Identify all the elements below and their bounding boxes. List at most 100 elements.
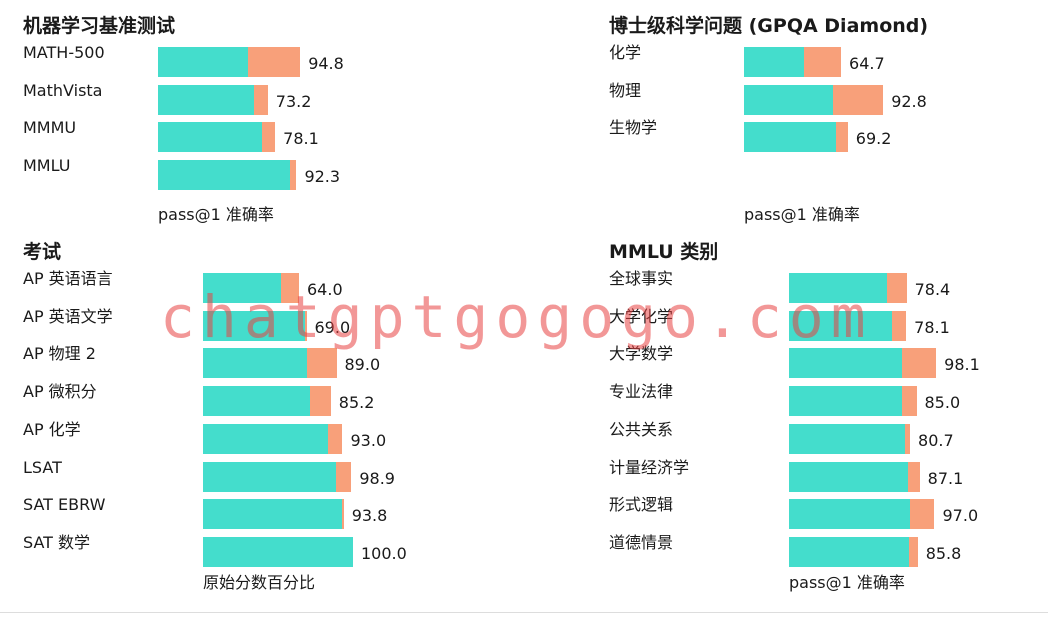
bar-segment-gain [804, 47, 842, 77]
bar-segment-base [203, 273, 281, 303]
bar-segment-base [203, 386, 310, 417]
category-label: MATH-500 [23, 43, 105, 62]
bar-segment-base [789, 273, 888, 303]
value-label: 69.2 [855, 129, 892, 149]
bar-segment-base [203, 423, 329, 454]
bar-segment-base [789, 536, 909, 567]
bar-segment-base [789, 461, 909, 492]
bar-row: 化学 64.7 [609, 43, 1039, 77]
bar-segment-gain [833, 84, 884, 115]
bar-segment-gain [306, 348, 337, 379]
bar-segment-gain [281, 273, 299, 303]
bar-row: 形式逻辑 97.0 [609, 495, 1039, 530]
category-label: 计量经济学 [609, 457, 690, 477]
bar-row: MMMU 78.1 [23, 118, 493, 153]
category-label: 全球事实 [609, 269, 674, 288]
category-label: SAT EBRW [23, 495, 106, 515]
bar-row: 全球事实 78.4 [609, 269, 1039, 303]
bar-segment-gain [248, 47, 301, 77]
bar-segment-gain [908, 461, 920, 492]
value-label: 98.9 [359, 468, 395, 488]
bar-row: SAT EBRW 93.8 [23, 495, 503, 530]
category-label: 生物学 [609, 118, 658, 138]
bar-row: AP 化学 93.0 [23, 420, 503, 454]
bar-segment-base [203, 348, 307, 379]
bar-segment-gain [253, 84, 268, 115]
chart-title: MMLU 类别 [609, 241, 719, 263]
bar-segment-base [203, 310, 305, 341]
bar-row: AP 英语文学 69.0 [23, 307, 503, 341]
category-label: LSAT [23, 457, 62, 477]
category-label: MMMU [23, 118, 77, 138]
bar-segment-base [744, 122, 837, 153]
bar-row: MATH-500 94.8 [23, 43, 493, 77]
value-label: 64.0 [307, 280, 343, 299]
bar-row: 生物学 69.2 [609, 118, 1039, 153]
x-axis-label: pass@1 准确率 [158, 205, 274, 224]
category-label: 专业法律 [609, 382, 674, 402]
bar-row: AP 微积分 85.2 [23, 382, 503, 417]
category-label: SAT 数学 [23, 532, 91, 552]
x-axis-label: 原始分数百分比 [203, 573, 316, 592]
exams-chart: 考试 AP 英语语言 64.0 AP 英语文学 69.0 AP 物理 2 89.0 AP 微… [23, 240, 503, 595]
bar-segment-gain [261, 122, 276, 153]
bar-row: AP 英语语言 64.0 [23, 269, 503, 303]
bar-segment-base [744, 47, 805, 77]
category-label: MathVista [23, 80, 103, 100]
bar-segment-gain [290, 160, 297, 191]
gpqa-diamond-chart: 博士级科学问题 (GPQA Diamond) 化学 64.7 物理 92.8 生物学 69… [609, 14, 1039, 229]
chart-title: 博士级科学问题 (GPQA Diamond) [609, 15, 929, 37]
bar-segment-base [789, 348, 902, 379]
value-label: 93.0 [350, 430, 387, 450]
bar-segment-base [158, 47, 249, 77]
bar-segment-gain [909, 499, 935, 530]
value-label: 98.1 [944, 355, 980, 375]
bar-segment-base [203, 499, 342, 530]
mmlu-categories-chart: MMLU 类别 全球事实 78.4 大学化学 78.1 大学数学 98.1 专业法律 85.0… [609, 240, 1039, 595]
chart-title: 考试 [23, 241, 62, 263]
bar-segment-base [203, 461, 336, 492]
x-axis-label: pass@1 准确率 [789, 573, 905, 592]
value-label: 87.1 [927, 468, 964, 488]
value-label: 80.7 [918, 430, 954, 450]
category-label: 物理 [609, 80, 642, 100]
category-label: 大学化学 [609, 306, 674, 326]
category-label: AP 英语文学 [23, 306, 113, 326]
bar-segment-gain [887, 273, 907, 303]
bar-row: 物理 92.8 [609, 81, 1039, 115]
bar-segment-gain [328, 423, 343, 454]
value-label: 92.3 [304, 167, 341, 187]
value-label: 89.0 [344, 355, 381, 375]
bar-row: LSAT 98.9 [23, 458, 503, 492]
category-label: AP 物理 2 [23, 344, 96, 364]
bar-segment-base [203, 536, 353, 567]
category-label: 道德情景 [609, 532, 674, 552]
bar-segment-gain [305, 310, 307, 341]
value-label: 93.8 [351, 506, 388, 526]
category-label: 大学数学 [609, 344, 674, 364]
bar-segment-base [789, 386, 902, 417]
category-label: 形式逻辑 [609, 495, 674, 515]
bar-row: 道德情景 85.8 [609, 533, 1039, 567]
bar-segment-gain [335, 461, 352, 492]
value-label: 78.4 [914, 280, 951, 299]
bar-segment-gain [901, 386, 917, 417]
bar-segment-base [158, 84, 254, 115]
bar-row: MMLU 92.3 [23, 156, 493, 191]
bar-segment-gain [836, 122, 848, 153]
bar-segment-gain [904, 423, 911, 454]
category-label: 公共关系 [609, 419, 674, 439]
ml-benchmarks-chart: 机器学习基准测试 MATH-500 94.8 MathVista 73.2 MMMU 78… [23, 14, 493, 229]
bar-row: 专业法律 85.0 [609, 382, 1039, 417]
bar-segment-gain [341, 499, 344, 530]
bar-row: 大学数学 98.1 [609, 344, 1039, 379]
bar-row: MathVista 73.2 [23, 81, 493, 115]
value-label: 69.0 [314, 317, 351, 337]
bar-segment-base [789, 499, 910, 530]
bar-row: 大学化学 78.1 [609, 307, 1039, 341]
bar-segment-base [744, 84, 834, 115]
bar-segment-gain [309, 386, 331, 417]
bar-segment-base [789, 423, 905, 454]
category-label: AP 化学 [23, 419, 81, 439]
chart-title: 机器学习基准测试 [23, 15, 176, 37]
